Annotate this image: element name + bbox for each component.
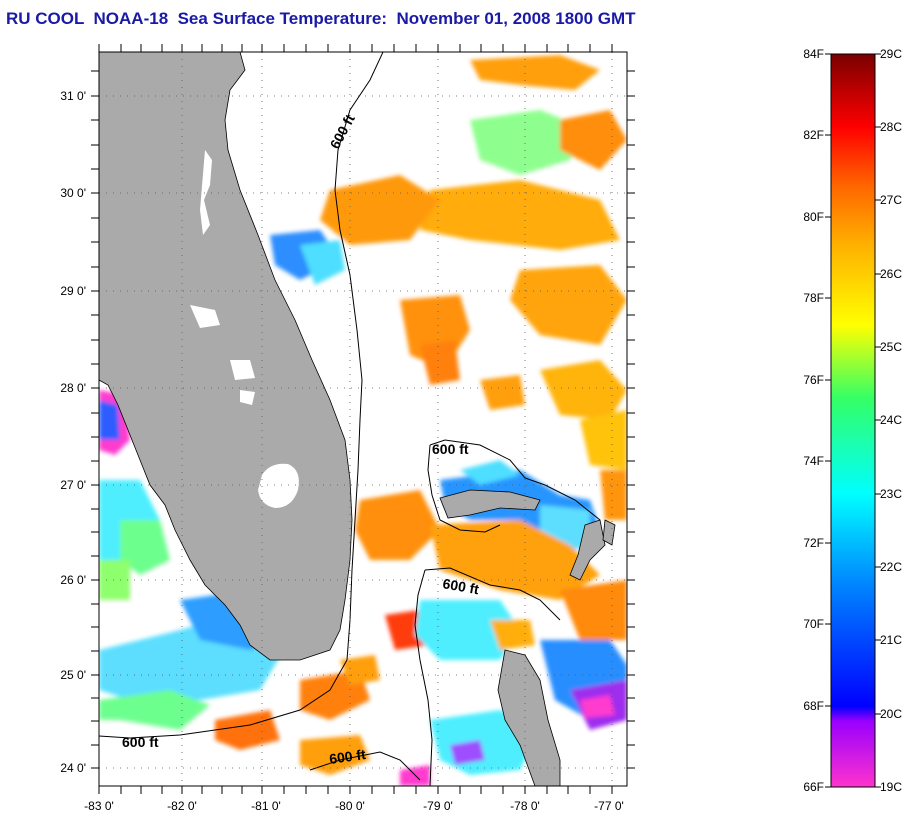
lon-label-80: -80 0' (335, 799, 365, 813)
cb-c-21: 21C (880, 633, 902, 647)
lon-label-77: -77 0' (594, 799, 624, 813)
depth-contours (99, 52, 601, 786)
lon-label-81: -81 0' (251, 799, 281, 813)
grand-bahama-island (439, 489, 541, 519)
lake-okeechobee (258, 463, 299, 508)
cb-c-28: 28C (880, 120, 902, 134)
contour-label-central: 600 ft (441, 575, 480, 597)
lat-label-24: 24 0' (60, 761, 86, 775)
cb-f-80: 80F (803, 210, 824, 224)
lat-label-28: 28 0' (60, 381, 86, 395)
map-title: RU COOL NOAA-18 Sea Surface Temperature:… (6, 9, 636, 28)
lon-label-79: -79 0' (423, 799, 453, 813)
cb-c-25: 25C (880, 340, 902, 354)
cb-f-82: 82F (803, 128, 824, 142)
lat-label-25: 25 0' (60, 668, 86, 682)
colorbar (830, 53, 876, 788)
cb-f-72: 72F (803, 536, 824, 550)
lat-label-31: 31 0' (60, 89, 86, 103)
sst-data-layer (99, 52, 627, 786)
contour-label-southwest: 600 ft (122, 734, 159, 750)
lat-label-27: 27 0' (60, 478, 86, 492)
lon-label-82: -82 0' (167, 799, 197, 813)
cb-f-74: 74F (803, 454, 824, 468)
colorbar-celsius-labels: 29C 28C 27C 26C 25C 24C 23C 22C 21C 20C … (880, 47, 902, 794)
lat-label-26: 26 0' (60, 573, 86, 587)
contour-label-south: 600 ft (328, 746, 367, 767)
colorbar-fahrenheit-labels: 84F 82F 80F 78F 76F 74F 72F 70F 68F 66F (803, 47, 824, 794)
cb-c-22: 22C (880, 560, 902, 574)
cb-c-26: 26C (880, 267, 902, 281)
cb-f-68: 68F (803, 699, 824, 713)
cb-c-23: 23C (880, 487, 902, 501)
cb-f-84: 84F (803, 47, 824, 61)
cb-f-66: 66F (803, 780, 824, 794)
cb-f-70: 70F (803, 617, 824, 631)
andros-island (497, 649, 561, 786)
lat-label-29: 29 0' (60, 284, 86, 298)
cb-f-78: 78F (803, 291, 824, 305)
cb-f-76: 76F (803, 373, 824, 387)
map-frame (98, 51, 628, 787)
lon-label-78: -78 0' (510, 799, 540, 813)
cb-c-20: 20C (880, 707, 902, 721)
abaco-island (569, 519, 606, 581)
lat-label-30: 30 0' (60, 186, 86, 200)
cb-c-29: 29C (880, 47, 902, 61)
cb-c-24: 24C (880, 413, 902, 427)
contour-label-bahamas: 600 ft (432, 441, 469, 457)
lon-label-83: -83 0' (84, 799, 114, 813)
florida-landmass (99, 52, 353, 661)
cb-c-19: 19C (880, 780, 902, 794)
cb-c-27: 27C (880, 193, 902, 207)
axis-ticks (91, 44, 635, 794)
colorbar-ticks (825, 53, 881, 788)
